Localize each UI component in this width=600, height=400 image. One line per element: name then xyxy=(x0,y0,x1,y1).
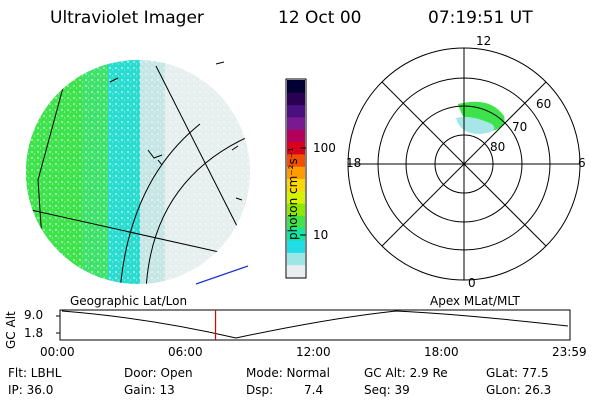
mode-info: Mode: Normal xyxy=(246,366,330,380)
time-label: 07:19:51 UT xyxy=(428,8,533,28)
colorbar-segment xyxy=(287,129,305,143)
auroral-oval-cyan xyxy=(456,116,495,134)
colorbar-segment xyxy=(287,104,305,118)
apex-label: Apex MLat/MLT xyxy=(430,294,520,308)
door-info: Door: Open xyxy=(124,366,193,380)
altitude-ytick-9: 9.0 xyxy=(24,308,44,322)
coastline-outside xyxy=(215,61,243,201)
colorbar-segment xyxy=(287,252,305,266)
dsp-value: 7.4 xyxy=(304,383,324,397)
colorbar-segment xyxy=(287,166,305,179)
mlt-label-18: 18 xyxy=(346,156,362,170)
seq-info: Seq: 39 xyxy=(364,383,410,397)
time-tick-00: 00:00 xyxy=(40,345,75,359)
altitude-ytick-1-8: 1.8 xyxy=(24,326,44,340)
colorbar-segment xyxy=(287,153,305,167)
colorbar xyxy=(285,78,307,279)
mlt-label-6: 6 xyxy=(578,156,586,170)
time-tick-06: 06:00 xyxy=(168,345,203,359)
colorbar-segment xyxy=(287,264,305,278)
time-tick-18: 18:00 xyxy=(424,345,459,359)
geographic-label: Geographic Lat/Lon xyxy=(70,294,188,308)
altitude-plot xyxy=(56,309,571,341)
time-tick-12: 12:00 xyxy=(296,345,331,359)
filter-info: Flt: LBHL xyxy=(8,366,62,380)
colorbar-segment xyxy=(287,92,305,106)
glat-info: GLat: 77.5 xyxy=(486,366,549,380)
orbit-track-line xyxy=(195,265,249,285)
colorbar-segment xyxy=(287,215,305,229)
dsp-label: Dsp: xyxy=(246,383,274,397)
colorbar-unit-label: photon cm⁻²s⁻¹ xyxy=(286,147,300,240)
instrument-title: Ultraviolet Imager xyxy=(50,8,204,28)
colorbar-segment xyxy=(287,240,305,253)
glon-info: GLon: 26.3 xyxy=(486,383,552,397)
lat-label-60: 60 xyxy=(536,97,552,111)
colorbar-segment xyxy=(287,190,305,204)
altitude-ylabel: GC Alt xyxy=(4,311,18,349)
gain-info: Gain: 13 xyxy=(124,383,175,397)
time-tick-2359: 23:59 xyxy=(552,345,587,359)
colorbar-segment xyxy=(287,116,305,130)
mlt-label-12: 12 xyxy=(476,34,492,48)
colorbar-segment xyxy=(287,203,305,216)
colorbar-tick-10: 10 xyxy=(313,228,329,242)
colorbar-tick-100: 100 xyxy=(313,141,336,155)
colorbar-segment xyxy=(287,178,305,192)
lat-label-80: 80 xyxy=(490,140,506,154)
date-label: 12 Oct 00 xyxy=(278,8,362,28)
colorbar-segment xyxy=(287,227,305,241)
mlt-label-0: 0 xyxy=(468,276,476,290)
colorbar-segment xyxy=(287,80,305,93)
gc-alt-info: GC Alt: 2.9 Re xyxy=(364,366,448,380)
lat-label-70: 70 xyxy=(512,120,528,134)
polar-plot xyxy=(347,47,581,281)
colorbar-segment xyxy=(287,141,305,155)
uv-image-disk xyxy=(26,60,250,284)
ip-info: IP: 36.0 xyxy=(8,383,54,397)
